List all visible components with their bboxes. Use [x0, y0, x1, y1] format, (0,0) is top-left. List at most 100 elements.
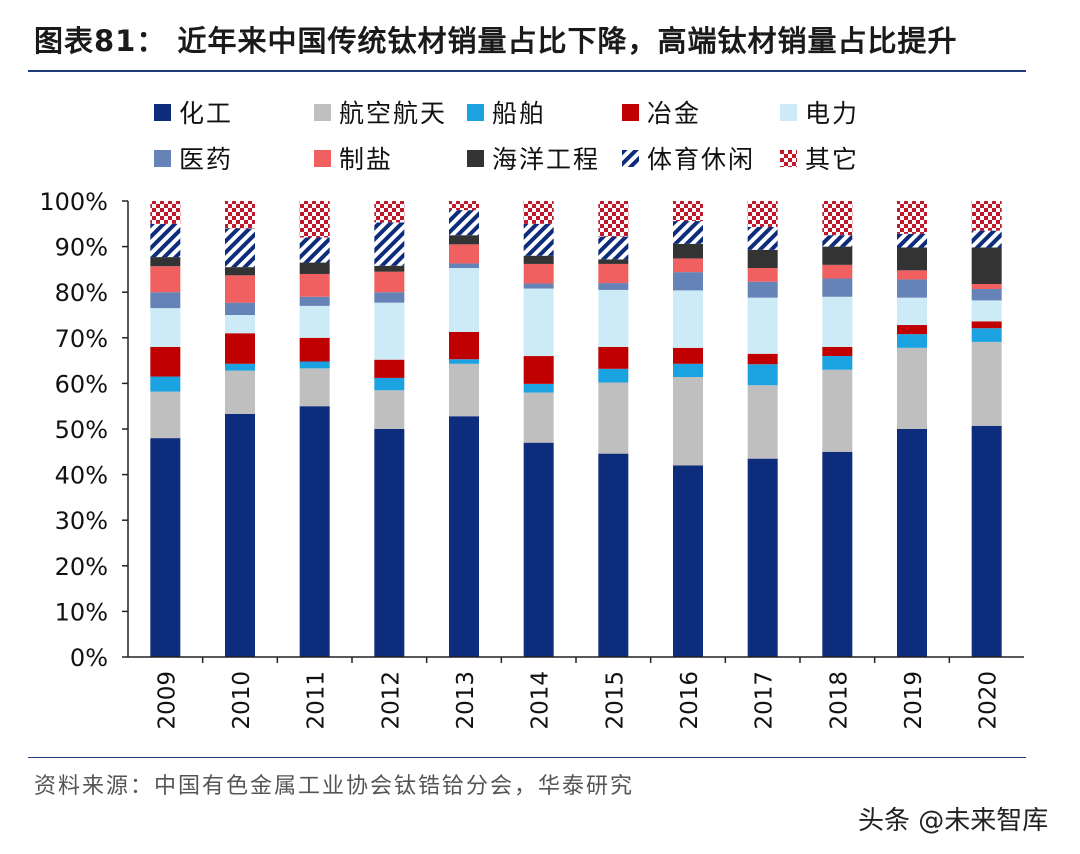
x-tick-label: 2017 — [752, 671, 778, 730]
bar-segment — [897, 297, 927, 326]
bar-segment — [374, 429, 405, 657]
bar-segment — [523, 356, 554, 384]
bar-segment — [374, 222, 405, 266]
bar-segment — [971, 247, 1002, 284]
bar-segment — [598, 368, 629, 383]
bar-segment — [971, 328, 1002, 342]
bar-segment — [897, 201, 927, 234]
bar-segment — [523, 255, 554, 264]
bar-segment — [673, 290, 703, 348]
title-divider — [28, 70, 1026, 72]
bar-segment — [374, 201, 405, 223]
bar-segment — [449, 263, 479, 269]
source-divider — [28, 757, 1026, 758]
y-tick-label: 40% — [55, 462, 108, 490]
bar-segment — [897, 270, 927, 280]
bar-segment — [747, 281, 778, 298]
bar-segment — [971, 425, 1002, 657]
bar-segment — [225, 370, 255, 414]
legend-swatch — [622, 149, 639, 167]
bar-segment — [449, 268, 479, 332]
bar-segment — [225, 267, 255, 276]
legend-item: 医药 — [154, 140, 233, 176]
bar-segment — [299, 305, 330, 338]
legend-item: 体育休闲 — [622, 140, 755, 176]
bar-segment — [374, 271, 405, 293]
legend-swatch — [154, 149, 171, 167]
bar-segment — [598, 236, 629, 260]
bar-segment — [150, 308, 181, 347]
y-tick-label: 50% — [55, 416, 108, 444]
legend-swatch — [314, 103, 331, 121]
x-tick-label: 2013 — [453, 671, 479, 730]
bar-segment — [449, 416, 479, 657]
bar-segment — [971, 289, 1002, 301]
bar-segment — [523, 223, 554, 256]
legend-item: 海洋工程 — [467, 140, 600, 176]
bar-segment — [971, 201, 1002, 231]
legend-item: 其它 — [780, 140, 859, 176]
bar-segment — [747, 268, 778, 282]
bar-segment — [150, 391, 181, 439]
bar-segment — [673, 347, 703, 364]
legend-label: 电力 — [805, 99, 860, 128]
legend-item: 制盐 — [314, 140, 393, 176]
y-tick-label: 30% — [55, 507, 108, 535]
x-tick-label: 2014 — [528, 671, 554, 730]
legend-item: 冶金 — [622, 94, 701, 130]
bar-segment — [150, 438, 181, 657]
stacked-bar-chart: 2009 2010 2011 2012 2013 2014 2015 2016 2017 2018… — [39, 188, 1024, 730]
legend-item: 电力 — [780, 94, 859, 130]
bar-segment — [150, 346, 181, 377]
bar-segment — [897, 233, 927, 248]
bar-segment — [822, 235, 853, 247]
bar-segment — [150, 223, 181, 258]
bar-segment — [299, 368, 330, 407]
bar-segment — [897, 347, 927, 429]
y-tick-label: 10% — [55, 598, 108, 626]
legend-label: 化工 — [179, 99, 234, 128]
bar-segment — [299, 361, 330, 369]
bar-segment — [299, 337, 330, 362]
y-tick-label: 60% — [55, 370, 108, 398]
watermark: 头条 @未来智库 — [858, 806, 1049, 836]
bar-segment — [374, 359, 405, 378]
x-tick-label: 2015 — [602, 671, 628, 730]
legend-label: 船舶 — [492, 99, 547, 128]
x-tick-label: 2011 — [304, 671, 330, 730]
legend-item: 船舶 — [467, 94, 546, 130]
bar-segment — [598, 283, 629, 290]
bar-segment — [822, 201, 853, 236]
bar-segment — [523, 201, 554, 224]
bar-segment — [374, 265, 405, 272]
bar-segment — [523, 442, 554, 657]
bar-segment — [598, 201, 629, 237]
bar-segment — [897, 247, 927, 271]
legend-label: 体育休闲 — [647, 145, 756, 174]
bar-segment — [449, 363, 479, 417]
bar-segment — [449, 210, 479, 236]
bar-segment — [822, 246, 853, 265]
bar-segment — [374, 377, 405, 391]
bar-segment — [299, 273, 330, 297]
bar-segment — [673, 258, 703, 273]
legend-item: 航空航天 — [314, 94, 447, 130]
bar-segment — [225, 201, 255, 229]
bar-segment — [673, 377, 703, 466]
bar-segment — [897, 279, 927, 298]
bar-segment — [598, 263, 629, 284]
bar-segment — [299, 262, 330, 274]
legend-swatch — [467, 149, 484, 167]
bar-segment — [822, 296, 853, 347]
legend-label: 海洋工程 — [492, 145, 601, 174]
x-tick-label: 2019 — [901, 671, 927, 730]
bar-segment — [897, 429, 927, 657]
legend-label: 制盐 — [339, 145, 394, 174]
bar-segment — [523, 263, 554, 284]
bar-segment — [150, 257, 181, 267]
legend-swatch — [622, 103, 639, 121]
bar-segment — [971, 321, 1002, 329]
legend-swatch — [467, 103, 484, 121]
bar-segment — [747, 385, 778, 459]
legend-label: 冶金 — [647, 99, 702, 128]
